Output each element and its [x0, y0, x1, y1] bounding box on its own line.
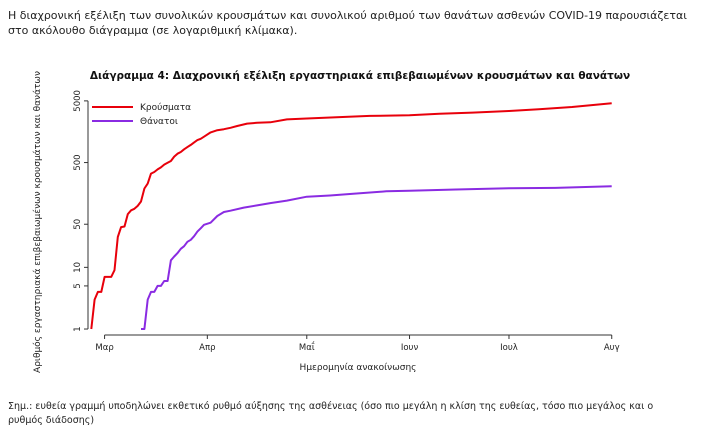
y-axis-label-group: Αριθμός εργαστηριακά επιβεβαιωμένων κρου…	[32, 71, 43, 373]
x-tick-label: Ιουλ	[500, 343, 518, 353]
y-tick-label: 10	[73, 262, 83, 273]
x-tick-label: Αυγ	[604, 343, 620, 353]
legend-label: Κρούσματα	[140, 102, 191, 113]
x-axis-label: Ημερομηνία ανακοίνωσης	[300, 363, 417, 373]
legend: Κρούσματα Θάνατοι	[92, 102, 191, 127]
y-tick-label: 5	[73, 283, 83, 288]
x-ticks: Μαρ Απρ Μαΐ Ιουν Ιουλ Αυγ	[95, 335, 620, 353]
x-tick-label: Απρ	[199, 343, 215, 353]
x-tick-label: Ιουν	[401, 343, 419, 353]
y-tick-label: 1	[73, 326, 83, 331]
series-lines	[90, 102, 612, 330]
footnote: Σημ.: ευθεία γραμμή υποδηλώνει εκθετικό …	[8, 401, 654, 426]
series-line-1	[90, 102, 612, 330]
y-tick-label: 500	[73, 154, 83, 170]
y-tick-label: 5000	[73, 90, 83, 112]
chart-title: Διάγραμμα 4: Διαχρονική εξέλιξη εργαστηρ…	[90, 70, 630, 82]
legend-label: Θάνατοι	[140, 117, 178, 127]
y-tick-label: 50	[73, 219, 83, 230]
y-ticks: 1 5 10 50 500 5000	[73, 90, 88, 332]
x-tick-label: Μαρ	[95, 343, 113, 353]
series-line-2	[141, 185, 612, 330]
y-axis-label: Αριθμός εργαστηριακά επιβεβαιωμένων κρου…	[32, 71, 43, 373]
intro-paragraph: Η διαχρονική εξέλιξη των συνολικών κρουσ…	[8, 9, 687, 37]
x-tick-label: Μαΐ	[299, 341, 315, 353]
